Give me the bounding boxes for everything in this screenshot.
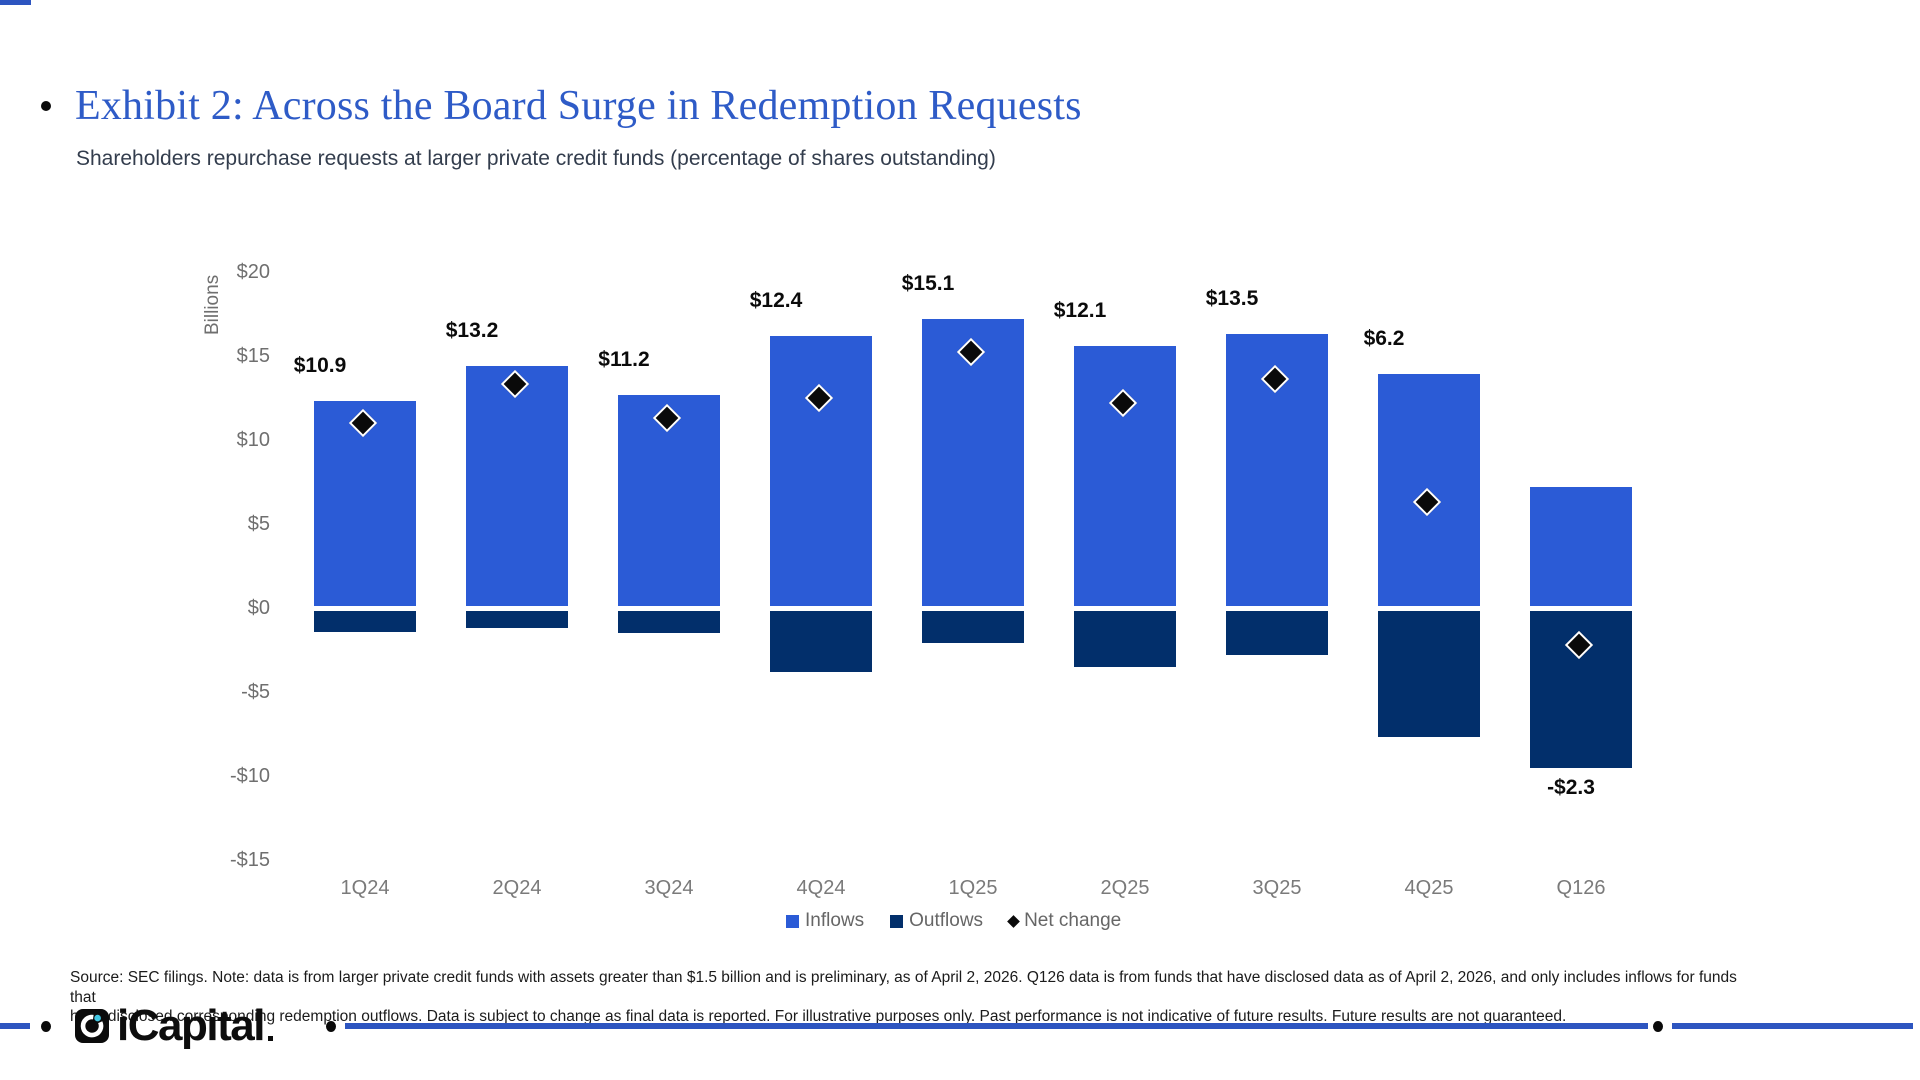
legend-square-icon [890,914,904,928]
footer-dot-left [41,1021,51,1032]
outflow-bar-3Q24 [618,611,720,634]
outflow-bar-1Q24 [314,611,416,632]
exhibit-title: Exhibit 2: Across the Board Surge in Red… [75,83,1082,129]
footer-accent-line-center [345,1023,1648,1029]
x-axis-label-Q126: Q126 [1556,877,1606,899]
net-change-label-1Q24: $10.9 [293,354,347,378]
x-axis-label-4Q25: 4Q25 [1404,877,1454,899]
legend-item-inflows: Inflows [786,910,864,932]
footer-accent-line-left [0,1023,30,1029]
inflow-bar-Q126 [1530,487,1632,606]
footnote-line-2: have disclosed corresponding redemption … [70,1008,1567,1025]
logo-trademark-dot [267,1036,273,1041]
net-change-label-2Q24: $13.2 [445,319,499,343]
x-axis-label-1Q24: 1Q24 [340,877,390,899]
inflow-bar-2Q24 [466,366,568,606]
legend-square-icon [786,914,799,928]
icapital-logo-text: iCapital [117,1001,265,1050]
y-axis-tick-label: -$5 [241,681,270,703]
exhibit-subtitle: Shareholders repurchase requests at larg… [76,147,996,170]
net-change-label-2Q25: $12.1 [1053,298,1107,322]
legend-diamond-icon [1007,914,1020,928]
net-change-label-3Q24: $11.2 [598,347,650,371]
legend-label: Outflows [909,910,984,931]
y-axis-tick-label: $5 [247,513,270,535]
legend-item-outflows: Outflows [890,910,983,932]
y-axis-tick-label: $0 [247,597,270,619]
inflow-bar-4Q24 [770,335,872,606]
x-axis-label-1Q25: 1Q25 [948,877,998,899]
x-axis-label-2Q24: 2Q24 [492,877,542,899]
y-axis-title: Billions [202,274,223,336]
footer-dot-mid-left [326,1021,336,1032]
net-change-label-Q126: -$2.3 [1547,775,1595,799]
footnote: Source: SEC filings. Note: data is from … [70,968,1750,1027]
inflow-bar-1Q24 [314,401,416,606]
outflow-bar-2Q24 [466,611,568,629]
legend-label: Net change [1024,910,1122,931]
icapital-logo: iCapital [75,1001,273,1050]
footnote-line-1: Source: SEC filings. Note: data is from … [70,969,1737,1006]
x-axis-label-4Q24: 4Q24 [796,877,846,899]
net-change-label-3Q25: $13.5 [1205,287,1259,311]
outflow-bar-3Q25 [1226,611,1328,656]
title-accent-dot [41,101,51,111]
net-change-label-4Q24: $12.4 [749,288,803,312]
icapital-logo-icon [75,1009,109,1043]
y-axis-tick-label: $15 [236,345,270,367]
inflow-bar-2Q25 [1074,345,1176,606]
y-axis-tick-label: $20 [236,261,270,283]
x-axis-label-2Q25: 2Q25 [1100,877,1150,899]
outflow-bar-2Q25 [1074,611,1176,667]
net-change-label-4Q25: $6.2 [1363,327,1405,351]
legend-label: Inflows [805,910,865,931]
footer-accent-line-right [1672,1023,1913,1029]
x-axis-label-3Q25: 3Q25 [1252,877,1302,899]
y-axis-tick-label: -$15 [229,849,270,871]
title-accent-dash [0,0,31,5]
y-axis-tick-label: $10 [236,429,270,451]
inflow-bar-1Q25 [922,319,1024,606]
outflow-bar-4Q24 [770,611,872,672]
footer-dot-right [1653,1021,1663,1032]
outflow-bar-1Q25 [922,611,1024,644]
legend-item-net-change: Net change [1007,910,1122,932]
chart-legend: Inflows Outflows Net change [786,910,1121,932]
y-axis-tick-label: -$10 [229,765,270,787]
x-axis-label-3Q24: 3Q24 [644,877,694,899]
outflow-bar-4Q25 [1378,611,1480,738]
net-change-label-1Q25: $15.1 [901,272,955,296]
